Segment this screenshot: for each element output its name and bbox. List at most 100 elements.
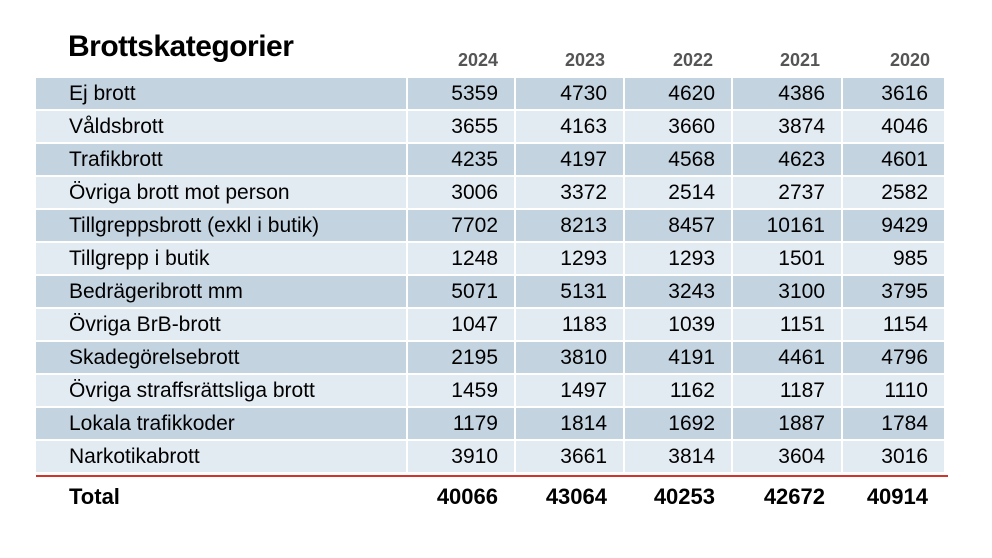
row-value: 1293 (625, 243, 731, 274)
row-value: 4197 (516, 144, 623, 175)
year-header-row: 2024 2023 2022 2021 2020 (0, 50, 992, 74)
row-value: 1162 (625, 375, 731, 406)
row-value: 5071 (408, 276, 514, 307)
row-value: 10161 (733, 210, 841, 241)
total-divider (36, 475, 948, 477)
row-value: 2195 (408, 342, 514, 373)
year-header-2022: 2022 (672, 50, 713, 70)
row-value: 4235 (408, 144, 514, 175)
row-label: Ej brott (36, 78, 406, 109)
total-value: 40253 (653, 484, 715, 509)
total-value: 43064 (545, 484, 607, 509)
total-value: 40066 (436, 484, 498, 509)
row-label: Övriga BrB-brott (36, 309, 406, 340)
row-value: 2514 (625, 177, 731, 208)
row-value: 1154 (843, 309, 944, 340)
row-value: 3616 (843, 78, 944, 109)
row-value: 1293 (516, 243, 623, 274)
table-row: Tillgreppsbrott (exkl i butik) 7702 8213 84… (36, 210, 948, 243)
row-value: 4796 (843, 342, 944, 373)
row-value: 1814 (516, 408, 623, 439)
row-value: 4461 (733, 342, 841, 373)
table-row: Ej brott 5359 4730 4620 4386 3616 (36, 78, 948, 111)
row-value: 3814 (625, 441, 731, 472)
row-value: 1248 (408, 243, 514, 274)
total-row: Total 40066 43064 40253 42672 40914 (36, 480, 948, 514)
table-row: Tillgrepp i butik 1248 1293 1293 1501 985 (36, 243, 948, 276)
row-label: Bedrägeribrott mm (36, 276, 406, 307)
row-label: Tillgreppsbrott (exkl i butik) (36, 210, 406, 241)
table-row: Våldsbrott 3655 4163 3660 3874 4046 (36, 111, 948, 144)
row-value: 4730 (516, 78, 623, 109)
row-value: 1179 (408, 408, 514, 439)
row-value: 3874 (733, 111, 841, 142)
row-value: 4386 (733, 78, 841, 109)
row-value: 3604 (733, 441, 841, 472)
row-label: Skadegörelsebrott (36, 342, 406, 373)
year-header-2021: 2021 (779, 50, 820, 70)
table-row: Lokala trafikkoder 1179 1814 1692 1887 1784 (36, 408, 948, 441)
table-row: Skadegörelsebrott 2195 3810 4191 4461 4796 (36, 342, 948, 375)
row-label: Övriga straffsrättsliga brott (36, 375, 406, 406)
row-label: Narkotikabrott (36, 441, 406, 472)
row-value: 3006 (408, 177, 514, 208)
year-header-2023: 2023 (564, 50, 605, 70)
row-label: Övriga brott mot person (36, 177, 406, 208)
row-value: 9429 (843, 210, 944, 241)
row-value: 3372 (516, 177, 623, 208)
row-value: 4620 (625, 78, 731, 109)
row-value: 1187 (733, 375, 841, 406)
row-value: 4163 (516, 111, 623, 142)
table-row: Bedrägeribrott mm 5071 5131 3243 3100 3795 (36, 276, 948, 309)
row-label: Våldsbrott (36, 111, 406, 142)
table-row: Övriga straffsrättsliga brott 1459 1497 116… (36, 375, 948, 408)
row-value: 1151 (733, 309, 841, 340)
row-label: Trafikbrott (36, 144, 406, 175)
row-value: 4623 (733, 144, 841, 175)
row-value: 985 (843, 243, 944, 274)
row-value: 1039 (625, 309, 731, 340)
row-value: 1459 (408, 375, 514, 406)
row-value: 1501 (733, 243, 841, 274)
row-value: 2737 (733, 177, 841, 208)
row-value: 3016 (843, 441, 944, 472)
row-label: Tillgrepp i butik (36, 243, 406, 274)
row-value: 8213 (516, 210, 623, 241)
row-value: 5359 (408, 78, 514, 109)
row-value: 3655 (408, 111, 514, 142)
total-label: Total (69, 484, 120, 509)
row-value: 1692 (625, 408, 731, 439)
row-value: 8457 (625, 210, 731, 241)
row-value: 4191 (625, 342, 731, 373)
row-value: 7702 (408, 210, 514, 241)
row-value: 5131 (516, 276, 623, 307)
table-row: Övriga brott mot person 3006 3372 2514 2737 2… (36, 177, 948, 210)
row-value: 4046 (843, 111, 944, 142)
row-value: 3660 (625, 111, 731, 142)
row-value: 1497 (516, 375, 623, 406)
table-row: Övriga BrB-brott 1047 1183 1039 1151 1154 (36, 309, 948, 342)
row-value: 2582 (843, 177, 944, 208)
row-value: 3810 (516, 342, 623, 373)
row-label: Lokala trafikkoder (36, 408, 406, 439)
row-value: 1110 (843, 375, 944, 406)
table-row: Trafikbrott 4235 4197 4568 4623 4601 (36, 144, 948, 177)
year-header-2020: 2020 (889, 50, 930, 70)
row-value: 1183 (516, 309, 623, 340)
year-header-2024: 2024 (457, 50, 498, 70)
data-table: Ej brott 5359 4730 4620 4386 3616 Våldsbrott 36… (36, 78, 948, 474)
table-row: Narkotikabrott 3910 3661 3814 3604 3016 (36, 441, 948, 474)
row-value: 1784 (843, 408, 944, 439)
total-value: 40914 (866, 484, 928, 509)
row-value: 4601 (843, 144, 944, 175)
row-value: 4568 (625, 144, 731, 175)
row-value: 3661 (516, 441, 623, 472)
total-value: 42672 (763, 484, 825, 509)
row-value: 1887 (733, 408, 841, 439)
row-value: 3910 (408, 441, 514, 472)
row-value: 3243 (625, 276, 731, 307)
row-value: 3100 (733, 276, 841, 307)
row-value: 1047 (408, 309, 514, 340)
table-title: Brottskategorier (68, 30, 294, 63)
row-value: 3795 (843, 276, 944, 307)
